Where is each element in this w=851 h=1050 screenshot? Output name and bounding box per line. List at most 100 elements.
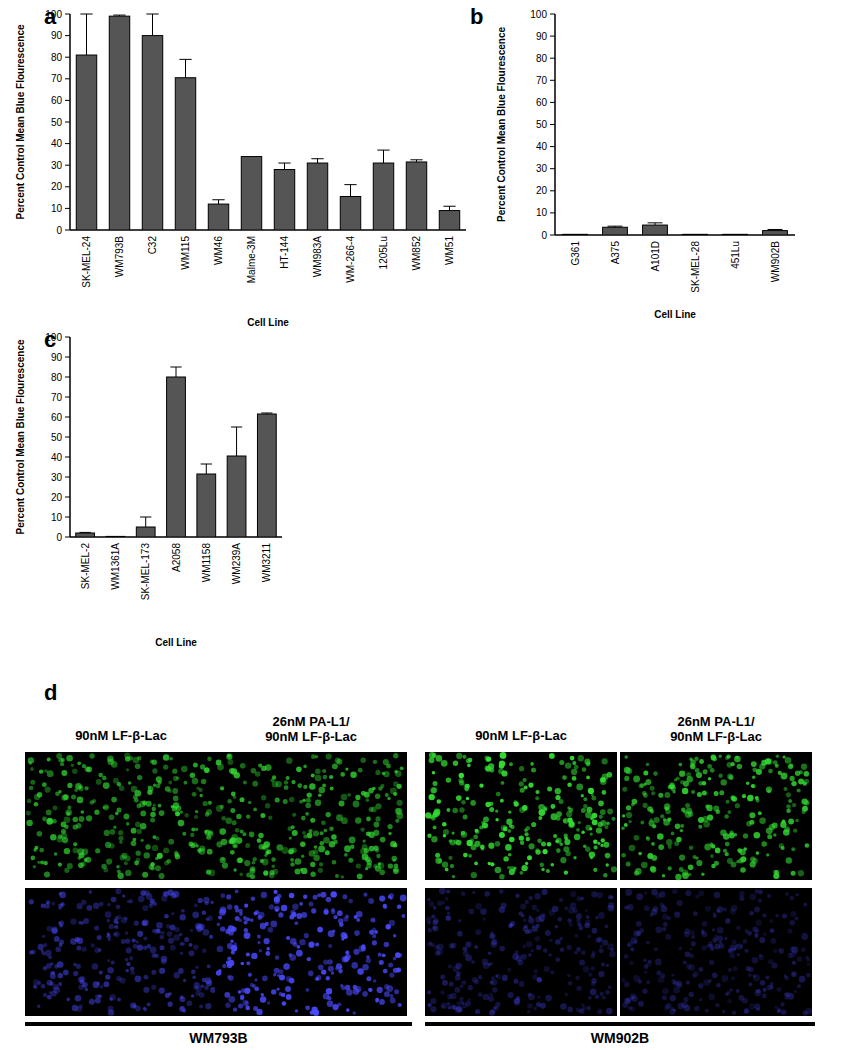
cell — [595, 916, 598, 919]
cell — [204, 986, 209, 991]
cell — [82, 764, 86, 768]
cell — [611, 817, 615, 821]
cell — [234, 772, 240, 778]
cell — [263, 870, 268, 875]
cell — [592, 951, 596, 955]
cell — [633, 776, 640, 783]
cell — [742, 794, 746, 798]
cell — [453, 761, 458, 766]
cell — [668, 845, 672, 849]
cell — [442, 1005, 445, 1008]
cell — [467, 764, 471, 768]
cell — [146, 893, 152, 899]
cell — [208, 830, 213, 835]
cell — [144, 975, 149, 980]
cell — [445, 868, 449, 872]
image-background — [215, 752, 407, 880]
error-cap — [146, 14, 158, 15]
cell — [351, 962, 358, 969]
cell — [228, 975, 234, 981]
cell — [99, 971, 103, 975]
cell — [319, 787, 326, 794]
cell — [570, 891, 576, 897]
cell — [752, 767, 757, 772]
cell — [569, 922, 573, 926]
cell — [52, 819, 56, 823]
cell — [574, 934, 578, 938]
cell — [479, 825, 483, 829]
y-tick-label: 40 — [51, 138, 63, 149]
cell — [34, 985, 38, 989]
cell — [199, 848, 206, 855]
cell — [117, 782, 121, 786]
error-bar — [179, 59, 191, 77]
cell — [428, 1003, 432, 1007]
cell — [366, 976, 371, 981]
cell — [163, 848, 169, 854]
cell — [441, 1002, 448, 1009]
bar — [603, 227, 628, 235]
cell — [220, 857, 226, 863]
cell — [379, 895, 385, 901]
cell — [95, 848, 100, 853]
cell — [375, 794, 380, 799]
cell — [468, 985, 473, 990]
cell — [58, 790, 62, 794]
cell — [85, 987, 89, 991]
cell — [591, 891, 597, 897]
cell — [581, 831, 584, 834]
cell — [448, 965, 452, 969]
cell — [271, 989, 276, 994]
x-tick-label: 451Lu — [730, 241, 741, 269]
cell — [290, 938, 297, 945]
cell — [679, 855, 685, 861]
cell — [524, 924, 528, 928]
cell — [441, 760, 448, 767]
cell — [265, 951, 270, 956]
cell — [227, 754, 233, 760]
cell — [109, 924, 115, 930]
cell — [520, 788, 525, 793]
cell — [291, 825, 295, 829]
cell — [132, 938, 136, 942]
cell — [726, 800, 730, 804]
bar-chart: b0102030405060708090100G361A375A101DSK-M… — [470, 4, 795, 320]
cell — [783, 755, 786, 758]
y-tick-label: 20 — [51, 492, 63, 503]
y-tick-label: 30 — [51, 160, 63, 171]
cell — [238, 1004, 243, 1009]
cell — [257, 935, 261, 939]
cell — [308, 942, 314, 948]
cell — [318, 965, 324, 971]
cell — [486, 757, 491, 762]
image-background — [425, 888, 617, 1016]
cell — [585, 909, 588, 912]
bar — [723, 234, 748, 235]
cell — [192, 792, 197, 797]
cell — [346, 989, 353, 996]
cell — [136, 851, 141, 856]
cell — [172, 769, 177, 774]
cell — [344, 845, 351, 852]
cell — [164, 914, 169, 919]
cell — [788, 764, 793, 769]
cell — [606, 964, 609, 967]
cell — [366, 955, 370, 959]
cell — [626, 805, 631, 810]
cell — [134, 798, 139, 803]
cell — [549, 753, 553, 757]
cell — [463, 853, 468, 858]
cell — [217, 764, 224, 771]
cell — [99, 902, 104, 907]
cell — [155, 857, 159, 861]
cell — [432, 925, 438, 931]
cell — [269, 873, 274, 878]
cell — [101, 864, 106, 869]
cell — [326, 988, 332, 994]
marks — [76, 14, 459, 230]
cell — [150, 812, 156, 818]
y-axis — [69, 14, 71, 230]
cell — [747, 794, 753, 800]
cell — [296, 766, 302, 772]
cell — [125, 939, 130, 944]
